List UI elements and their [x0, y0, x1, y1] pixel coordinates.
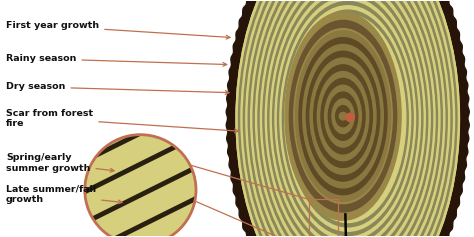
Text: Spring/early
summer growth: Spring/early summer growth [6, 153, 114, 173]
Ellipse shape [298, 37, 388, 195]
Ellipse shape [236, 0, 459, 237]
Ellipse shape [287, 10, 408, 227]
Ellipse shape [320, 78, 365, 154]
Ellipse shape [328, 92, 358, 140]
Ellipse shape [268, 0, 428, 237]
Ellipse shape [273, 0, 423, 237]
Ellipse shape [346, 113, 355, 122]
Ellipse shape [251, 0, 445, 237]
Ellipse shape [339, 112, 347, 120]
Ellipse shape [265, 0, 430, 237]
Ellipse shape [260, 0, 435, 237]
Ellipse shape [263, 0, 433, 237]
Ellipse shape [316, 70, 370, 162]
Ellipse shape [299, 38, 387, 195]
Ellipse shape [283, 1, 413, 236]
Ellipse shape [290, 14, 406, 223]
Ellipse shape [321, 78, 365, 154]
Text: First year growth: First year growth [6, 22, 230, 39]
Ellipse shape [236, 0, 459, 237]
Ellipse shape [317, 72, 369, 161]
Ellipse shape [295, 31, 391, 201]
Ellipse shape [277, 0, 418, 237]
Ellipse shape [253, 0, 442, 237]
Ellipse shape [338, 111, 348, 121]
Ellipse shape [246, 0, 450, 237]
Ellipse shape [303, 45, 383, 187]
Ellipse shape [258, 0, 438, 237]
Ellipse shape [85, 135, 196, 237]
Ellipse shape [306, 51, 380, 181]
Text: Dry season: Dry season [6, 82, 229, 94]
Ellipse shape [332, 99, 354, 133]
Ellipse shape [310, 58, 376, 174]
Text: Late summer/fall
growth: Late summer/fall growth [6, 185, 122, 204]
Text: Rainy season: Rainy season [6, 54, 227, 66]
Ellipse shape [325, 87, 361, 146]
Ellipse shape [285, 12, 401, 220]
Ellipse shape [248, 0, 447, 237]
Ellipse shape [255, 0, 440, 237]
Ellipse shape [270, 0, 425, 237]
Ellipse shape [314, 65, 373, 168]
Ellipse shape [325, 85, 361, 147]
Ellipse shape [311, 62, 374, 170]
Polygon shape [226, 0, 469, 237]
Ellipse shape [241, 0, 455, 237]
Text: Scar from forest
fire: Scar from forest fire [6, 109, 238, 133]
Ellipse shape [329, 95, 356, 137]
Ellipse shape [280, 0, 416, 237]
Ellipse shape [336, 106, 350, 127]
Ellipse shape [303, 45, 383, 188]
Ellipse shape [294, 28, 392, 205]
Ellipse shape [294, 29, 392, 204]
Ellipse shape [290, 20, 397, 212]
Ellipse shape [285, 6, 410, 231]
Ellipse shape [307, 54, 379, 179]
Ellipse shape [334, 103, 352, 129]
Ellipse shape [243, 0, 452, 237]
Ellipse shape [275, 0, 420, 237]
Ellipse shape [238, 0, 457, 237]
